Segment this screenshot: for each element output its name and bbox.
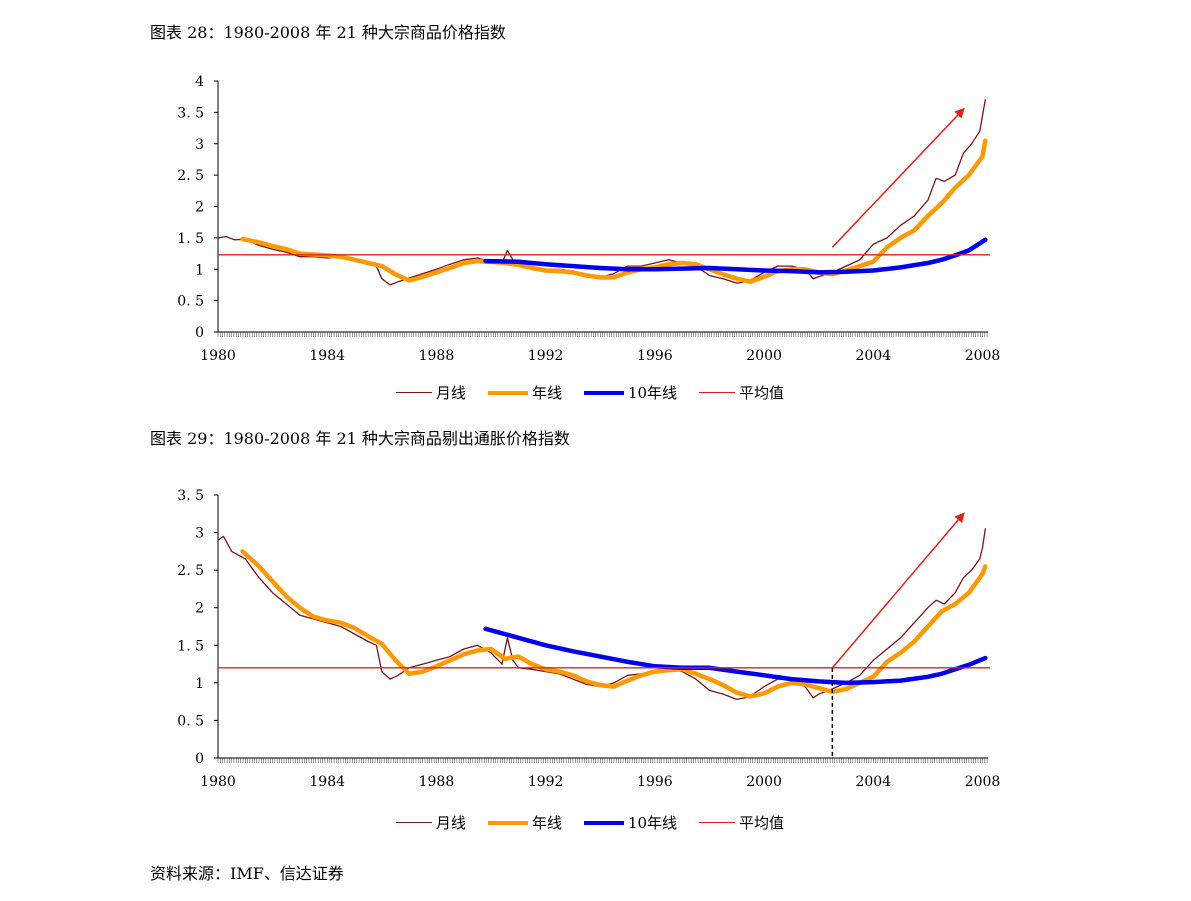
chart1-legend: 月线 年线 10年线 平均值	[150, 382, 1030, 403]
x-tick-label: 1980	[200, 774, 236, 790]
y-tick-label: 2. 5	[177, 563, 204, 579]
y-tick-label: 3	[195, 526, 204, 542]
chart1-plot: 0 0. 5 1 1. 5 2 2. 5 3 3. 5 4 1980 1984 1988 1992 199…	[177, 74, 1001, 364]
commodity-price-index-chart: 0 0. 5 1 1. 5 2 2. 5 3 3. 5 4 1980 1984 1988 1992 199…	[150, 64, 1030, 434]
x-tick-label: 1984	[309, 348, 345, 364]
legend-item-annual: 年线	[487, 382, 562, 403]
x-tick-label: 2000	[746, 774, 782, 790]
chart2-legend: 月线 年线 10年线 平均值	[150, 812, 1030, 833]
legend-label-annual: 年线	[531, 384, 562, 402]
legend-swatch-tenyear	[583, 820, 624, 825]
y-tick-label: 1. 5	[177, 638, 204, 654]
source-note: 资料来源：IMF、信达证券	[150, 864, 344, 883]
y-tick-label: 2	[195, 601, 204, 617]
y-tick-label: 3. 5	[177, 105, 204, 121]
real-commodity-price-index-chart: 0 0. 5 1 1. 5 2 2. 5 3 3. 5 1980 1984 1988 1992 1996…	[150, 482, 1030, 852]
chart1-series-annual-line	[240, 138, 988, 285]
legend-swatch-average	[699, 392, 736, 393]
y-tick-label: 0. 5	[177, 713, 204, 729]
legend-item-tenyear: 10年线	[583, 812, 678, 833]
legend-item-average: 平均值	[699, 812, 784, 833]
legend-swatch-annual	[487, 390, 528, 395]
x-tick-label: 1980	[200, 348, 236, 364]
chart2-caption: 图表 29：1980-2008 年 21 种大宗商品剔出通胀价格指数	[150, 429, 570, 448]
x-tick-label: 2008	[965, 348, 1001, 364]
x-tick-label: 1992	[528, 348, 564, 364]
x-tick-label: 2004	[855, 774, 891, 790]
legend-swatch-annual	[487, 820, 528, 825]
legend-swatch-tenyear	[583, 390, 624, 395]
chart2-series-tenyear-line	[483, 626, 988, 686]
legend-item-monthly: 月线	[395, 812, 466, 833]
x-tick-label: 1996	[637, 348, 673, 364]
legend-label-monthly: 月线	[435, 384, 466, 402]
legend-label-average: 平均值	[739, 384, 785, 402]
chart1-x-minor-ticks	[217, 332, 988, 337]
y-tick-label: 3	[195, 137, 204, 153]
x-tick-label: 1992	[528, 774, 564, 790]
y-tick-label: 2	[195, 200, 204, 216]
chart2-x-minor-ticks	[217, 758, 988, 763]
y-tick-label: 1	[195, 676, 204, 692]
y-tick-label: 3. 5	[177, 488, 204, 504]
x-tick-label: 2004	[855, 348, 891, 364]
chart2-trend-arrow	[831, 512, 965, 669]
chart1-caption: 图表 28：1980-2008 年 21 种大宗商品价格指数	[150, 23, 506, 42]
legend-item-annual: 年线	[487, 812, 562, 833]
x-tick-label: 1984	[309, 774, 345, 790]
chart2-series-annual-line	[240, 549, 988, 699]
legend-item-monthly: 月线	[395, 382, 466, 403]
x-tick-label: 1996	[637, 774, 673, 790]
y-tick-label: 1	[195, 262, 204, 278]
legend-item-tenyear: 10年线	[583, 382, 678, 403]
y-tick-label: 4	[195, 74, 204, 90]
legend-swatch-average	[699, 822, 736, 823]
chart2-plot: 0 0. 5 1 1. 5 2 2. 5 3 3. 5 1980 1984 1988 1992 1996…	[177, 488, 1001, 790]
legend-label-annual: 年线	[531, 814, 562, 832]
x-tick-label: 2008	[965, 774, 1001, 790]
legend-label-average: 平均值	[739, 814, 785, 832]
y-tick-label: 1. 5	[177, 231, 204, 247]
legend-label-tenyear: 10年线	[627, 384, 678, 402]
chart1-trend-arrow	[831, 107, 965, 248]
x-tick-label: 1988	[419, 348, 455, 364]
legend-label-monthly: 月线	[435, 814, 466, 832]
legend-swatch-monthly	[395, 822, 432, 823]
chart1-series-tenyear-line	[483, 237, 988, 275]
legend-label-tenyear: 10年线	[627, 814, 678, 832]
y-tick-label: 0. 5	[177, 294, 204, 310]
x-tick-label: 1988	[419, 774, 455, 790]
y-tick-label: 2. 5	[177, 168, 204, 184]
legend-swatch-monthly	[395, 392, 432, 393]
x-tick-label: 2000	[746, 348, 782, 364]
y-tick-label: 0	[195, 751, 204, 767]
legend-item-average: 平均值	[699, 382, 784, 403]
chart2-series-monthly-line	[217, 528, 986, 701]
y-tick-label: 0	[195, 325, 204, 341]
